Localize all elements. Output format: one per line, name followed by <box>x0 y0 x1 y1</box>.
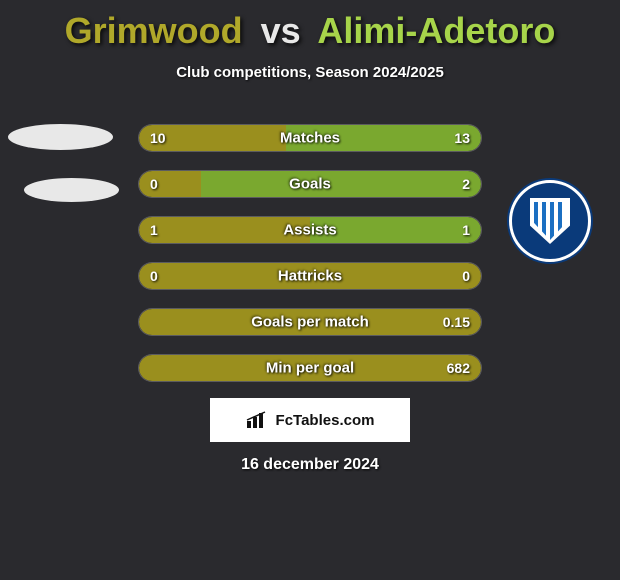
footer-brand-text: FcTables.com <box>276 412 375 429</box>
vs-text: vs <box>261 10 301 51</box>
player1-name: Grimwood <box>65 10 243 51</box>
stat-fill-left <box>139 217 310 243</box>
stat-value-right: 0 <box>462 268 470 284</box>
date-text: 16 december 2024 <box>0 456 620 474</box>
stat-track <box>138 124 482 152</box>
stat-fill <box>139 355 481 381</box>
stat-fill-right <box>310 217 481 243</box>
stat-value-right: 682 <box>447 360 470 376</box>
stat-row: Goals02 <box>138 170 482 198</box>
stat-fill <box>139 309 481 335</box>
club-badge <box>500 180 600 262</box>
stat-row: Min per goal682 <box>138 354 482 382</box>
stat-track <box>138 170 482 198</box>
stat-value-right: 13 <box>454 130 470 146</box>
subtitle: Club competitions, Season 2024/2025 <box>0 64 620 81</box>
stat-value-right: 1 <box>462 222 470 238</box>
player2-name: Alimi-Adetoro <box>317 10 555 51</box>
stat-fill-left <box>139 171 201 197</box>
stat-value-left: 10 <box>150 130 166 146</box>
stat-value-left: 0 <box>150 268 158 284</box>
stat-fill <box>139 263 481 289</box>
bars-icon <box>246 411 270 429</box>
stats-bars: Matches1013Goals02Assists11Hattricks00Go… <box>138 124 482 400</box>
badge-shield <box>530 198 570 244</box>
stat-value-left: 0 <box>150 176 158 192</box>
stat-row: Assists11 <box>138 216 482 244</box>
stat-row: Goals per match0.15 <box>138 308 482 336</box>
stat-track <box>138 216 482 244</box>
footer-brand-box[interactable]: FcTables.com <box>210 398 410 442</box>
stat-fill-right <box>201 171 481 197</box>
stat-track <box>138 262 482 290</box>
stat-track <box>138 308 482 336</box>
stat-row: Hattricks00 <box>138 262 482 290</box>
avatar-placeholder <box>24 178 119 202</box>
stat-track <box>138 354 482 382</box>
stat-value-left: 1 <box>150 222 158 238</box>
avatar-placeholder <box>8 124 113 150</box>
stat-value-right: 0.15 <box>443 314 470 330</box>
stat-value-right: 2 <box>462 176 470 192</box>
stat-fill-right <box>286 125 481 151</box>
stat-row: Matches1013 <box>138 124 482 152</box>
comparison-title: Grimwood vs Alimi-Adetoro <box>0 0 620 52</box>
